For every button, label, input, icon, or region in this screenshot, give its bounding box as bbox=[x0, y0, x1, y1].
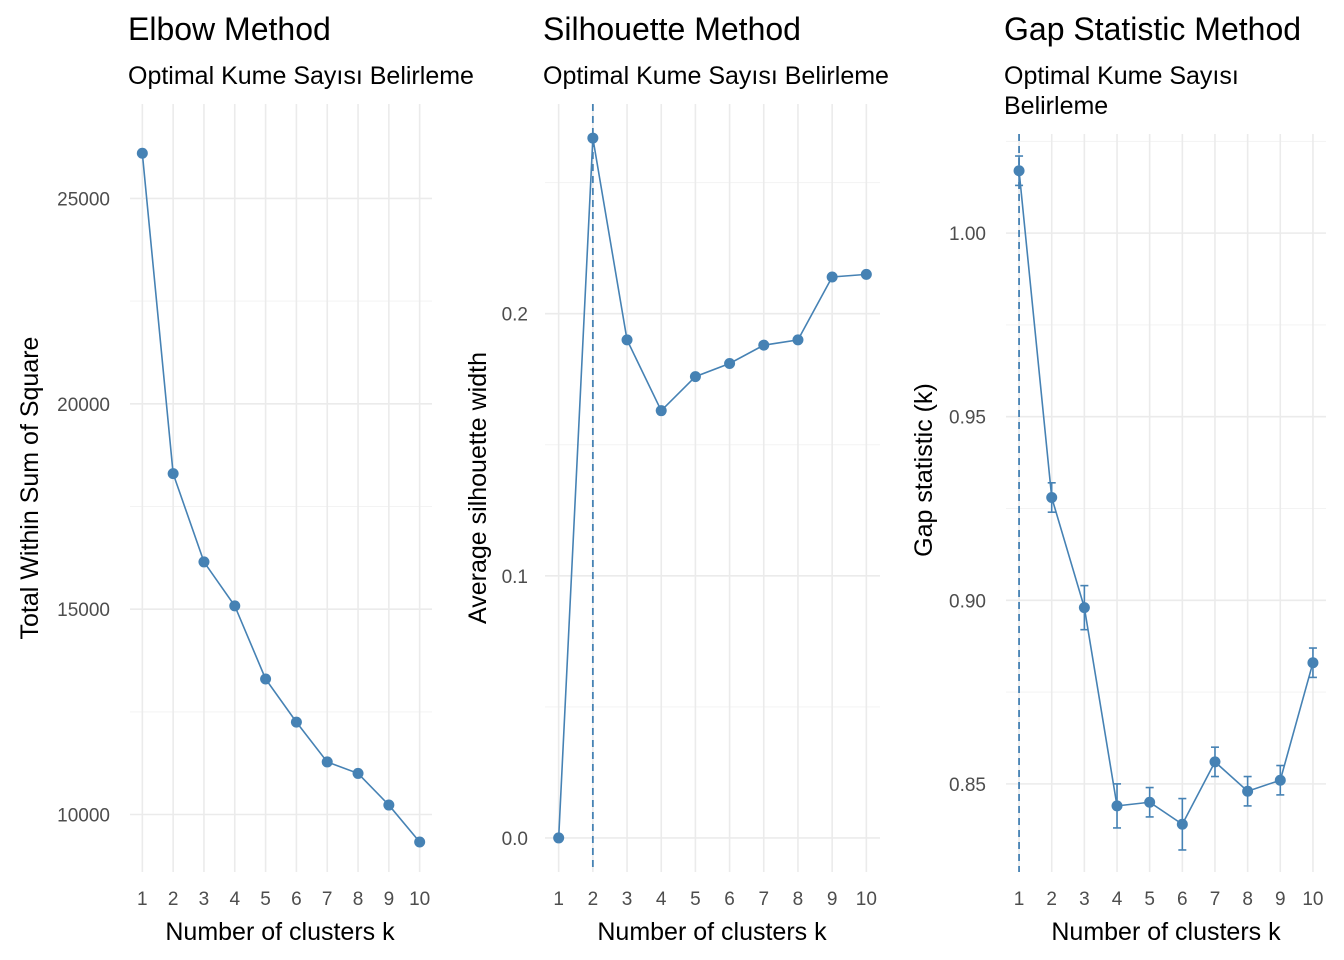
elbow-data-point bbox=[414, 836, 426, 848]
gap-data-point bbox=[1307, 657, 1319, 669]
silhouette-data-point bbox=[553, 832, 565, 844]
silhouette-y-tick-label: 0.0 bbox=[502, 829, 528, 850]
gap-subtitle-line-2: Belirleme bbox=[1004, 92, 1108, 120]
elbow-data-point bbox=[167, 468, 179, 480]
elbow-x-tick-label: 3 bbox=[199, 889, 210, 910]
silhouette-data-point bbox=[724, 357, 736, 369]
silhouette-data-point bbox=[758, 339, 770, 351]
elbow-title: Elbow Method bbox=[128, 11, 331, 47]
elbow-x-tick-label: 6 bbox=[291, 889, 302, 910]
elbow-data-point bbox=[321, 756, 333, 768]
gap-x-tick-label: 6 bbox=[1177, 889, 1188, 910]
gap-x-tick-label: 1 bbox=[1014, 889, 1025, 910]
elbow-y-axis-label: Total Within Sum of Square bbox=[16, 337, 44, 640]
elbow-x-tick-label: 9 bbox=[384, 889, 395, 910]
silhouette-x-tick-label: 3 bbox=[622, 889, 633, 910]
gap-y-tick-label: 0.90 bbox=[949, 591, 986, 612]
elbow-x-axis-label: Number of clusters k bbox=[165, 918, 395, 946]
gap-y-axis-label: Gap statistic (k) bbox=[910, 383, 938, 557]
gap-data-point bbox=[1013, 165, 1025, 177]
gap-x-axis-label: Number of clusters k bbox=[1051, 918, 1281, 946]
silhouette-data-point bbox=[621, 334, 633, 346]
elbow-y-tick-label: 15000 bbox=[57, 600, 110, 621]
silhouette-y-axis-label: Average silhouette width bbox=[464, 352, 492, 624]
gap-x-tick-label: 10 bbox=[1302, 889, 1323, 910]
silhouette-x-tick-label: 1 bbox=[553, 889, 564, 910]
silhouette-x-tick-label: 5 bbox=[690, 889, 701, 910]
silhouette-x-tick-label: 7 bbox=[758, 889, 769, 910]
elbow-x-tick-label: 1 bbox=[137, 889, 148, 910]
silhouette-x-tick-label: 10 bbox=[856, 889, 877, 910]
gap-y-tick-label: 0.85 bbox=[949, 775, 986, 796]
silhouette-subtitle: Optimal Kume Sayısı Belirleme bbox=[543, 62, 889, 90]
gap-y-tick-label: 0.95 bbox=[949, 408, 986, 429]
gap-x-tick-label: 3 bbox=[1079, 889, 1090, 910]
gap-data-point bbox=[1209, 756, 1221, 768]
elbow-data-point bbox=[198, 556, 210, 568]
elbow-data-point bbox=[352, 767, 364, 779]
gap-x-tick-label: 8 bbox=[1242, 889, 1253, 910]
gap-x-tick-label: 9 bbox=[1275, 889, 1286, 910]
elbow-x-tick-label: 4 bbox=[229, 889, 240, 910]
elbow-panel: Elbow Method Optimal Kume Sayısı Belirle… bbox=[16, 11, 474, 946]
gap-y-tick-label: 1.00 bbox=[949, 224, 986, 245]
silhouette-x-tick-label: 4 bbox=[656, 889, 667, 910]
elbow-x-tick-label: 7 bbox=[322, 889, 333, 910]
gap-data-point bbox=[1144, 796, 1156, 808]
silhouette-y-tick-label: 0.1 bbox=[502, 567, 528, 588]
silhouette-panel: Silhouette Method Optimal Kume Sayısı Be… bbox=[464, 11, 889, 946]
silhouette-data-point bbox=[587, 132, 599, 144]
gap-data-point bbox=[1046, 491, 1058, 503]
silhouette-series-line bbox=[557, 137, 867, 838]
elbow-data-point bbox=[136, 147, 148, 159]
elbow-x-tick-label: 10 bbox=[409, 889, 430, 910]
gap-data-point bbox=[1242, 785, 1254, 797]
silhouette-x-tick-label: 9 bbox=[827, 889, 838, 910]
silhouette-x-tick-label: 8 bbox=[793, 889, 804, 910]
elbow-subtitle: Optimal Kume Sayısı Belirleme bbox=[128, 62, 474, 90]
gap-data-point bbox=[1111, 800, 1123, 812]
silhouette-data-point bbox=[689, 371, 701, 383]
gap-statistic-panel: Gap Statistic Method Optimal Kume Sayısı… bbox=[910, 11, 1326, 946]
elbow-x-tick-label: 5 bbox=[260, 889, 271, 910]
silhouette-y-tick-label: 0.2 bbox=[502, 305, 528, 326]
elbow-data-point bbox=[229, 600, 241, 612]
gap-x-tick-label: 5 bbox=[1144, 889, 1155, 910]
gap-data-point bbox=[1274, 774, 1286, 786]
elbow-x-tick-label: 8 bbox=[353, 889, 364, 910]
silhouette-x-tick-label: 6 bbox=[724, 889, 735, 910]
silhouette-data-point bbox=[792, 334, 804, 346]
silhouette-data-point bbox=[655, 405, 667, 417]
gap-subtitle-line-1: Optimal Kume Sayısı bbox=[1004, 62, 1239, 90]
silhouette-title: Silhouette Method bbox=[543, 11, 801, 47]
elbow-data-point bbox=[260, 673, 272, 685]
silhouette-x-axis-label: Number of clusters k bbox=[597, 918, 827, 946]
elbow-series-line bbox=[141, 153, 421, 843]
elbow-y-tick-label: 20000 bbox=[57, 395, 110, 416]
gap-data-point bbox=[1176, 818, 1188, 830]
silhouette-data-point bbox=[826, 271, 838, 283]
elbow-data-point bbox=[383, 799, 395, 811]
silhouette-data-point bbox=[860, 268, 872, 280]
gap-x-tick-label: 7 bbox=[1210, 889, 1221, 910]
elbow-y-tick-label: 25000 bbox=[57, 189, 110, 210]
gap-title: Gap Statistic Method bbox=[1004, 11, 1301, 47]
gap-x-tick-label: 4 bbox=[1112, 889, 1123, 910]
elbow-data-point bbox=[290, 716, 302, 728]
gap-series-line bbox=[1018, 170, 1314, 826]
gap-data-point bbox=[1078, 602, 1090, 614]
elbow-y-tick-label: 10000 bbox=[57, 806, 110, 827]
silhouette-x-tick-label: 2 bbox=[588, 889, 599, 910]
elbow-x-tick-label: 2 bbox=[168, 889, 179, 910]
gap-x-tick-label: 2 bbox=[1046, 889, 1057, 910]
